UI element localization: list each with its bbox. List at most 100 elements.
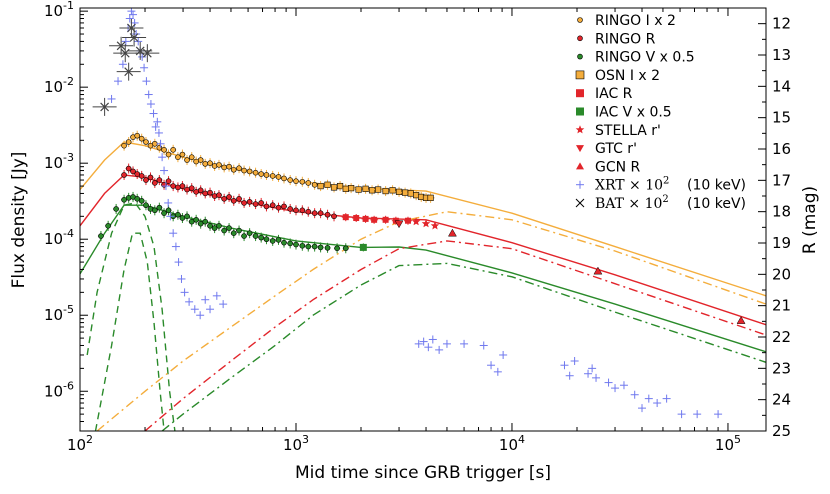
legend-marker-bat xyxy=(575,198,585,208)
data-point-xrt xyxy=(479,341,488,350)
data-point-xrt xyxy=(460,339,469,348)
data-point-xrt xyxy=(107,94,116,103)
data-point-ringo_r xyxy=(324,209,331,220)
data-point-stella xyxy=(430,221,440,230)
x-tick-label: 104 xyxy=(499,433,525,454)
data-point-xrt xyxy=(693,410,702,419)
data-point-xrt xyxy=(584,369,593,378)
data-point-gtc xyxy=(394,220,404,229)
x-tick-label: 102 xyxy=(67,433,93,454)
data-point-xrt xyxy=(146,100,155,109)
data-point-ringo_r xyxy=(134,169,141,180)
data-point-xrt xyxy=(638,404,647,413)
data-point-xrt xyxy=(714,410,723,419)
data-point-ringo_i xyxy=(226,161,233,172)
data-point-bat xyxy=(135,44,160,63)
data-point-bat xyxy=(128,41,153,60)
data-point-ringo_i xyxy=(125,136,132,147)
data-point-ringo_r xyxy=(142,175,149,186)
data-point-ringo_v xyxy=(324,242,331,253)
data-point-ringo_v xyxy=(151,205,158,216)
data-point-ringo_r xyxy=(156,175,163,186)
data-point-xrt xyxy=(190,305,199,314)
data-point-ringo_v xyxy=(174,209,181,220)
data-point-osn_i xyxy=(330,182,339,193)
data-point-xrt xyxy=(151,122,160,131)
legend-marker-ringo_r xyxy=(577,35,583,42)
data-point-xrt xyxy=(201,295,210,304)
data-point-ringo_v xyxy=(269,235,276,246)
data-point-ringo_r xyxy=(331,211,338,222)
data-point-ringo_i xyxy=(161,144,168,155)
y2-tick-label: 16 xyxy=(772,140,791,158)
data-point-ringo_r xyxy=(174,182,181,193)
data-point-ringo_r xyxy=(292,205,299,216)
data-point-ringo_i xyxy=(287,175,294,186)
data-point-ringo_v xyxy=(311,241,318,252)
data-point-bat xyxy=(92,97,117,116)
data-point-ringo_v xyxy=(292,239,299,250)
data-point-ringo_v xyxy=(197,218,204,229)
model-curve xyxy=(86,202,176,431)
legend-note-bat: (10 keV) xyxy=(687,196,746,212)
data-point-osn_i xyxy=(316,181,325,192)
data-point-osn_i xyxy=(368,185,377,196)
y2-tick-label: 18 xyxy=(772,203,791,221)
data-point-xrt xyxy=(158,153,167,162)
data-point-ringo_v xyxy=(161,208,168,219)
y2-axis-label: R (mag) xyxy=(800,186,820,254)
data-point-osn_i xyxy=(323,179,332,190)
data-point-xrt xyxy=(653,399,662,408)
data-point-bat xyxy=(116,62,141,81)
data-point-ringo_r xyxy=(197,185,204,196)
model-curve xyxy=(94,232,165,431)
data-point-ringo_r xyxy=(263,201,270,212)
data-point-ringo_v xyxy=(342,243,349,254)
data-point-ringo_i xyxy=(258,169,265,180)
data-point-stella xyxy=(411,217,421,226)
data-point-ringo_r xyxy=(287,203,294,214)
data-point-ringo_i xyxy=(121,140,128,151)
data-point-ringo_i xyxy=(292,176,299,187)
data-point-osn_i xyxy=(388,185,397,196)
data-point-xrt xyxy=(677,410,686,419)
data-point-ringo_r xyxy=(226,191,233,202)
y-tick-label: 10-6 xyxy=(44,379,74,400)
data-point-xrt xyxy=(442,339,451,348)
data-point-ringo_v xyxy=(221,225,228,236)
data-point-xrt xyxy=(435,345,444,354)
legend-marker-iac_r xyxy=(576,89,584,98)
legend-marker-ringo_v xyxy=(577,53,583,60)
data-point-ringo_v xyxy=(188,216,195,227)
model-curve xyxy=(96,210,766,431)
data-point-xrt xyxy=(185,297,194,306)
data-point-xrt xyxy=(180,288,189,297)
data-point-ringo_v xyxy=(287,238,294,249)
data-point-ringo_v xyxy=(142,200,149,211)
data-point-ringo_v xyxy=(263,234,270,245)
data-point-xrt xyxy=(428,335,437,344)
data-point-xrt xyxy=(560,361,569,370)
data-point-ringo_r xyxy=(269,200,276,211)
data-point-ringo_r xyxy=(215,190,222,201)
y2-tick-label: 13 xyxy=(772,46,791,64)
data-point-ringo_v xyxy=(138,195,145,206)
data-point-ringo_r xyxy=(246,196,253,207)
data-point-xrt xyxy=(118,60,127,69)
data-point-xrt xyxy=(169,229,178,238)
data-point-xrt xyxy=(212,291,221,300)
data-point-ringo_r xyxy=(188,183,195,194)
data-point-iac_r xyxy=(403,216,412,225)
data-point-ringo_v xyxy=(236,225,243,236)
data-point-ringo_v xyxy=(165,205,172,216)
data-point-xrt xyxy=(619,381,628,390)
data-point-xrt xyxy=(662,394,671,403)
data-point-bat xyxy=(113,44,138,63)
data-point-ringo_i xyxy=(147,140,154,151)
legend-marker-osn_i xyxy=(575,70,585,80)
data-point-ringo_r xyxy=(193,186,200,197)
y2-tick-label: 14 xyxy=(772,77,791,95)
data-point-ringo_r xyxy=(311,208,318,219)
data-point-ringo_v xyxy=(202,216,209,227)
data-point-xrt xyxy=(588,364,597,373)
